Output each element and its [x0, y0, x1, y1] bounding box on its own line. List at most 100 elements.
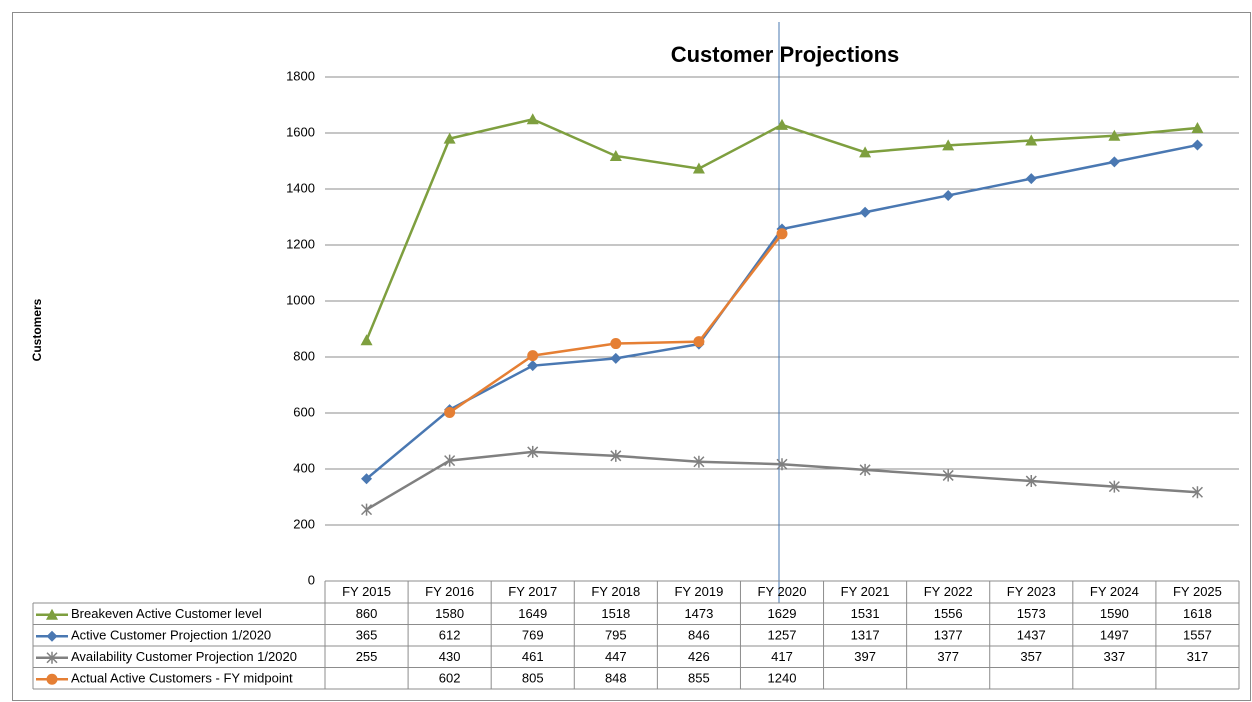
y-tick-label: 400: [293, 460, 315, 475]
marker: [610, 449, 622, 462]
table-value: 1317: [851, 628, 880, 643]
x-tick-label: FY 2022: [924, 584, 973, 599]
table-value: 1257: [768, 628, 797, 643]
marker: [1108, 480, 1120, 493]
y-tick-label: 200: [293, 516, 315, 531]
marker: [444, 406, 456, 418]
legend-label: Actual Active Customers - FY midpoint: [71, 671, 293, 686]
marker: [361, 473, 373, 485]
table-value: 1556: [934, 606, 963, 621]
marker: [46, 651, 58, 664]
x-tick-label: FY 2023: [1007, 584, 1056, 599]
table-value: 855: [688, 671, 710, 686]
table-value: 1437: [1017, 628, 1046, 643]
marker: [527, 445, 539, 458]
y-tick-label: 1000: [286, 292, 315, 307]
legend-label: Breakeven Active Customer level: [71, 606, 262, 621]
x-tick-label: FY 2024: [1090, 584, 1139, 599]
y-tick-label: 1200: [286, 236, 315, 251]
table-value: 1377: [934, 628, 963, 643]
marker: [1025, 134, 1038, 146]
y-tick-label: 1800: [286, 68, 315, 83]
table-value: 805: [522, 671, 544, 686]
table-value: 357: [1020, 649, 1042, 664]
marker: [1191, 121, 1204, 133]
table-value: 1618: [1183, 606, 1212, 621]
legend-key: [36, 673, 68, 685]
table-value: 1531: [851, 606, 880, 621]
marker: [859, 463, 871, 476]
table-value: 860: [356, 606, 378, 621]
marker: [776, 228, 788, 240]
legend-marker: [46, 651, 58, 664]
table-value: 1629: [768, 606, 797, 621]
legend-marker: [46, 608, 58, 620]
marker: [776, 118, 788, 130]
table-value: 417: [771, 649, 793, 664]
x-tick-label: FY 2017: [508, 584, 557, 599]
table-value: 1557: [1183, 628, 1212, 643]
legend-marker: [46, 630, 58, 642]
marker: [1025, 475, 1037, 488]
y-axis-label: Customers: [30, 298, 44, 361]
marker: [443, 132, 456, 144]
table-value: 795: [605, 628, 627, 643]
table-value: 426: [688, 649, 710, 664]
table-value: 1590: [1100, 606, 1129, 621]
legend-label: Availability Customer Projection 1/2020: [71, 649, 297, 664]
marker: [527, 350, 539, 362]
marker: [361, 503, 373, 516]
marker: [46, 673, 58, 685]
table-value: 1473: [684, 606, 713, 621]
marker: [942, 139, 955, 151]
x-tick-label: FY 2021: [841, 584, 890, 599]
marker: [859, 146, 872, 158]
table-value: 1497: [1100, 628, 1129, 643]
legend-marker: [46, 673, 58, 685]
marker: [942, 469, 954, 482]
table-value: 397: [854, 649, 876, 664]
x-tick-label: FY 2016: [425, 584, 474, 599]
marker: [609, 149, 622, 161]
marker: [1191, 139, 1203, 151]
marker: [610, 352, 622, 364]
legend-key: [36, 608, 68, 620]
y-tick-label: 1600: [286, 124, 315, 139]
marker: [610, 338, 622, 350]
x-tick-label: FY 2020: [758, 584, 807, 599]
marker: [692, 162, 705, 174]
table-value: 430: [439, 649, 461, 664]
marker: [1108, 129, 1121, 141]
table-value: 317: [1187, 649, 1209, 664]
table-value: 848: [605, 671, 627, 686]
table-value: 602: [439, 671, 461, 686]
y-tick-label: 0: [308, 572, 315, 587]
marker: [1025, 173, 1037, 185]
table-value: 1240: [768, 671, 797, 686]
table-value: 1649: [518, 606, 547, 621]
y-tick-label: 1400: [286, 180, 315, 195]
marker: [1108, 156, 1120, 168]
legend-key: [36, 630, 68, 642]
table-value: 1580: [435, 606, 464, 621]
table-value: 769: [522, 628, 544, 643]
legend-key: [36, 651, 68, 664]
chart-title: Customer Projections: [671, 42, 900, 67]
marker: [1191, 486, 1203, 499]
table-value: 461: [522, 649, 544, 664]
x-tick-label: FY 2019: [674, 584, 723, 599]
marker: [444, 454, 456, 467]
table-value: 612: [439, 628, 461, 643]
table-value: 1573: [1017, 606, 1046, 621]
legend-label: Active Customer Projection 1/2020: [71, 628, 271, 643]
y-tick-label: 600: [293, 404, 315, 419]
marker: [46, 608, 58, 620]
marker: [360, 334, 373, 346]
y-tick-label: 800: [293, 348, 315, 363]
marker: [693, 336, 705, 348]
table-value: 337: [1104, 649, 1126, 664]
table-value: 255: [356, 649, 378, 664]
x-tick-label: FY 2018: [591, 584, 640, 599]
x-tick-label: FY 2025: [1173, 584, 1222, 599]
marker: [526, 113, 539, 125]
